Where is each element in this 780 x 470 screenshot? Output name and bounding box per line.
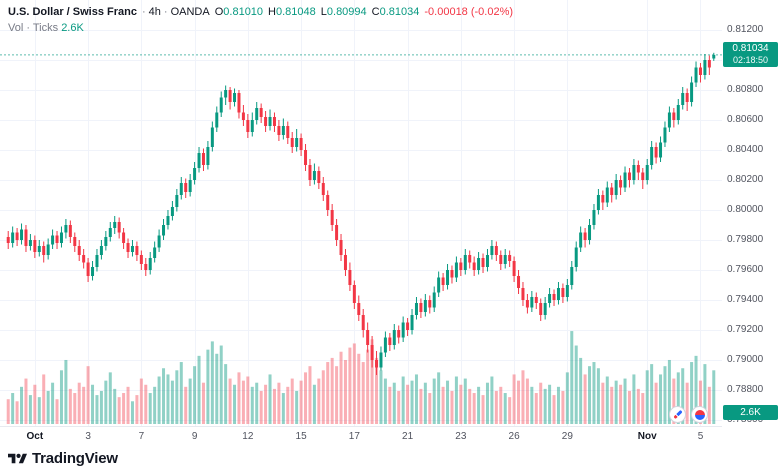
price-axis-label: 0.79600 (727, 264, 764, 275)
time-axis-label: Nov (637, 431, 657, 442)
price-axis-label: 0.80200 (727, 174, 764, 185)
price-axis-label: 0.80600 (727, 114, 764, 125)
time-axis-label: 17 (348, 431, 360, 442)
sticker-buttons (669, 406, 708, 423)
price-axis-label: 0.80000 (727, 204, 764, 215)
pencil-sticker-icon[interactable] (669, 406, 686, 423)
price-axis-label: 0.80400 (727, 144, 764, 155)
legend-separator: · (163, 6, 168, 18)
axis-corner (722, 426, 780, 446)
open-label: O (214, 6, 224, 18)
symbol-exchange: OANDA (170, 6, 210, 18)
time-axis-label: 15 (295, 431, 307, 442)
last-price-value: 0.81034 (732, 42, 769, 54)
open-value: 0.81010 (223, 6, 264, 18)
price-axis-label: 0.80800 (727, 84, 764, 95)
price-axis-label: 0.79400 (727, 294, 764, 305)
change-value: -0.00018 (-0.02%) (424, 6, 514, 18)
legend-separator: · (142, 6, 146, 18)
high-value: 0.81048 (276, 6, 316, 18)
attribution-footer: TradingView (8, 447, 118, 470)
grid-lines (0, 0, 722, 426)
time-axis-label: 29 (561, 431, 573, 442)
volume-bars (6, 331, 716, 424)
price-axis-label: 0.79000 (727, 354, 764, 365)
price-axis-label: 0.79200 (727, 324, 764, 335)
last-price-badge: 0.81034 02:18:50 (723, 41, 778, 67)
time-axis-label: 9 (191, 431, 198, 442)
candles (6, 52, 716, 375)
bar-countdown: 02:18:50 (732, 54, 769, 65)
time-axis-label: 7 (138, 431, 145, 442)
symbol-title[interactable]: U.S. Dollar / Swiss Franc (8, 6, 137, 18)
close-label: C (371, 6, 380, 18)
low-label: L (320, 6, 327, 18)
time-axis-label: 21 (402, 431, 414, 442)
volume-axis-badge: 2.6K (723, 405, 778, 420)
time-axis-label: 3 (85, 431, 91, 442)
price-axis-label: 0.79800 (727, 234, 764, 245)
time-axis-label: 5 (697, 431, 704, 442)
volume-indicator-value: 2.6K (61, 22, 84, 34)
tradingview-logo-icon[interactable] (8, 451, 27, 467)
chart-plot-area[interactable]: U.S. Dollar / Swiss Franc · 4h · OANDA O0.810… (0, 0, 722, 426)
time-axis-label: 26 (508, 431, 520, 442)
price-axis[interactable]: 0.81034 02:18:50 2.6K 0.812000.810000.80… (722, 0, 780, 426)
volume-indicator-label[interactable]: Vol · Ticks (8, 22, 59, 34)
close-value: 0.81034 (379, 6, 420, 18)
time-axis-label: 23 (455, 431, 467, 442)
high-label: H (268, 6, 276, 18)
symbol-interval[interactable]: 4h (148, 6, 161, 18)
time-axis-label: 12 (242, 431, 254, 442)
chart-legend: U.S. Dollar / Swiss Franc · 4h · OANDA O0.810… (8, 4, 513, 36)
time-axis-label: Oct (26, 431, 44, 442)
tradingview-brand-text[interactable]: TradingView (32, 450, 118, 467)
time-axis[interactable]: Oct 3 7 9 12 15 17 21 23 26 29 Nov 5 (0, 426, 722, 447)
price-axis-label: 0.78800 (727, 384, 764, 395)
low-value: 0.80994 (326, 6, 367, 18)
ball-sticker-icon[interactable] (691, 406, 708, 423)
price-axis-label: 0.81200 (727, 24, 764, 35)
candlestick-chart[interactable] (0, 0, 722, 426)
